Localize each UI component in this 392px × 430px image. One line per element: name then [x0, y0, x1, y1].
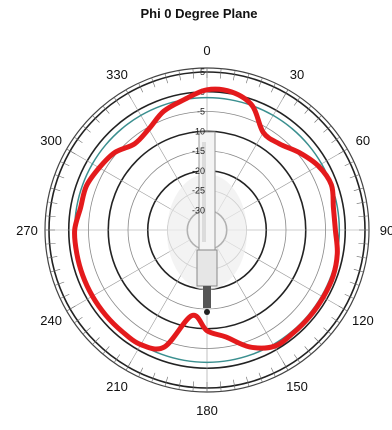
angle-tick [323, 125, 332, 133]
angle-tick [82, 327, 91, 335]
angle-tick [125, 361, 132, 371]
angle-tick [66, 148, 76, 155]
antenna-image [167, 131, 247, 315]
radial-tick-label: -5 [197, 107, 205, 117]
angle-tick [270, 367, 276, 377]
angle-tick [82, 125, 91, 133]
angle-tick [45, 242, 56, 245]
angle-tick-label: 330 [106, 67, 128, 82]
angle-tick [54, 174, 65, 179]
angle-tick-label: 150 [286, 379, 308, 394]
angle-axis-labels: 0 30 60 90 120 150 180 210 240 270 300 330 [16, 43, 392, 418]
angle-tick [50, 187, 61, 191]
angle-tick-label: 240 [40, 313, 62, 328]
angle-tick [45, 215, 56, 218]
angle-tick [338, 148, 348, 155]
angle-tick [164, 376, 168, 387]
angle-tick [178, 70, 181, 81]
angle-tick-marks [45, 68, 369, 392]
angle-tick [151, 372, 156, 383]
angle-tick [331, 136, 340, 144]
angle-tick [50, 269, 61, 273]
angle-tick [74, 316, 83, 324]
angle-tick [304, 105, 312, 114]
angle-tick [356, 201, 367, 204]
angle-tick [138, 367, 144, 377]
angle-tick [47, 201, 58, 204]
angle-tick [349, 174, 360, 179]
angle-tick [246, 376, 250, 387]
grid-spoke [66, 148, 191, 221]
angle-tick [358, 215, 369, 218]
angle-tick [356, 256, 367, 259]
angle-tick [353, 269, 364, 273]
angle-tick [258, 77, 263, 88]
angle-tick [338, 305, 348, 312]
angle-tick [164, 73, 168, 84]
radial-tick-label: -15 [192, 146, 205, 156]
angle-tick [113, 354, 121, 363]
angle-tick [353, 187, 364, 191]
angle-tick [349, 281, 360, 286]
angle-tick [246, 73, 250, 84]
angle-tick [178, 379, 181, 390]
angle-tick-label: 30 [290, 67, 304, 82]
angle-tick-label: 180 [196, 403, 218, 418]
angle-tick [304, 346, 312, 355]
angle-tick [54, 281, 65, 286]
angle-tick [60, 161, 70, 167]
angle-tick [344, 161, 354, 167]
angle-tick [92, 337, 100, 345]
radial-tick-label: -30 [192, 205, 205, 215]
angle-tick [102, 105, 110, 114]
reference-curve [73, 96, 341, 364]
angle-tick [344, 293, 354, 299]
angle-tick [219, 381, 222, 392]
grid-spoke [66, 239, 191, 312]
angle-tick-label: 90 [380, 223, 392, 238]
angle-tick [323, 327, 332, 335]
angle-tick-label: 210 [106, 379, 128, 394]
angle-tick-label: 270 [16, 223, 38, 238]
angle-tick [358, 242, 369, 245]
angle-tick [151, 77, 156, 88]
grid-spoke [223, 239, 348, 312]
angle-tick-label: 120 [352, 313, 374, 328]
angle-tick [331, 316, 340, 324]
angle-tick [293, 354, 301, 363]
angle-tick [192, 381, 195, 392]
angle-tick [293, 97, 301, 106]
angle-tick [314, 115, 322, 123]
angle-tick-label: 300 [40, 133, 62, 148]
angle-tick [258, 372, 263, 383]
angle-tick [125, 89, 132, 99]
angle-tick [282, 89, 289, 99]
angle-tick-label: 0 [203, 43, 210, 58]
radial-tick-label: -10 [192, 126, 205, 136]
angle-tick [192, 68, 195, 79]
angle-tick [219, 68, 222, 79]
radial-tick-label: -25 [192, 186, 205, 196]
angle-tick [138, 83, 144, 93]
angle-tick [66, 305, 76, 312]
angle-tick [314, 337, 322, 345]
angle-tick-label: 60 [356, 133, 370, 148]
angle-tick [270, 83, 276, 93]
angle-tick [282, 361, 289, 371]
radial-tick-label: 5 [200, 67, 205, 77]
radial-tick-label: -20 [192, 166, 205, 176]
angle-tick [233, 70, 236, 81]
angle-tick [233, 379, 236, 390]
angle-tick [74, 136, 83, 144]
angle-tick [92, 115, 100, 123]
radiation-pattern-curve [72, 86, 340, 352]
grid-spoke [223, 148, 348, 221]
angle-tick [113, 97, 121, 106]
angle-tick [102, 346, 110, 355]
chart-title: Phi 0 Degree Plane [140, 6, 257, 21]
angle-tick [47, 256, 58, 259]
angle-tick [60, 293, 70, 299]
